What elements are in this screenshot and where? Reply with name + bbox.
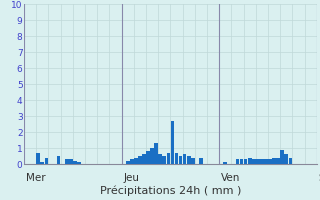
- Bar: [276, 158, 280, 164]
- Bar: [142, 154, 146, 164]
- Bar: [44, 158, 48, 164]
- Bar: [134, 158, 138, 164]
- Bar: [73, 161, 77, 164]
- Text: Précipitations 24h ( mm ): Précipitations 24h ( mm ): [100, 186, 241, 196]
- Bar: [183, 154, 187, 164]
- Bar: [191, 158, 195, 164]
- Bar: [187, 156, 190, 164]
- Bar: [252, 159, 256, 164]
- Bar: [65, 159, 68, 164]
- Bar: [175, 153, 178, 164]
- Bar: [264, 159, 268, 164]
- Bar: [289, 158, 292, 164]
- Bar: [284, 154, 288, 164]
- Bar: [166, 153, 170, 164]
- Text: Mer: Mer: [26, 173, 46, 183]
- Bar: [248, 158, 252, 164]
- Bar: [171, 121, 174, 164]
- Bar: [150, 148, 154, 164]
- Bar: [244, 159, 247, 164]
- Bar: [199, 158, 203, 164]
- Bar: [158, 154, 162, 164]
- Text: Jeu: Jeu: [124, 173, 140, 183]
- Bar: [240, 159, 244, 164]
- Bar: [77, 162, 81, 164]
- Bar: [256, 159, 260, 164]
- Bar: [260, 159, 264, 164]
- Bar: [36, 153, 40, 164]
- Bar: [179, 156, 182, 164]
- Bar: [280, 150, 284, 164]
- Bar: [130, 159, 133, 164]
- Bar: [236, 159, 239, 164]
- Bar: [126, 161, 130, 164]
- Text: Ven: Ven: [221, 173, 241, 183]
- Bar: [69, 159, 73, 164]
- Bar: [146, 151, 150, 164]
- Bar: [223, 162, 227, 164]
- Bar: [272, 158, 276, 164]
- Bar: [154, 143, 158, 164]
- Bar: [57, 156, 60, 164]
- Bar: [138, 156, 142, 164]
- Bar: [268, 159, 272, 164]
- Text: Sam: Sam: [319, 173, 320, 183]
- Bar: [163, 156, 166, 164]
- Bar: [40, 162, 44, 164]
